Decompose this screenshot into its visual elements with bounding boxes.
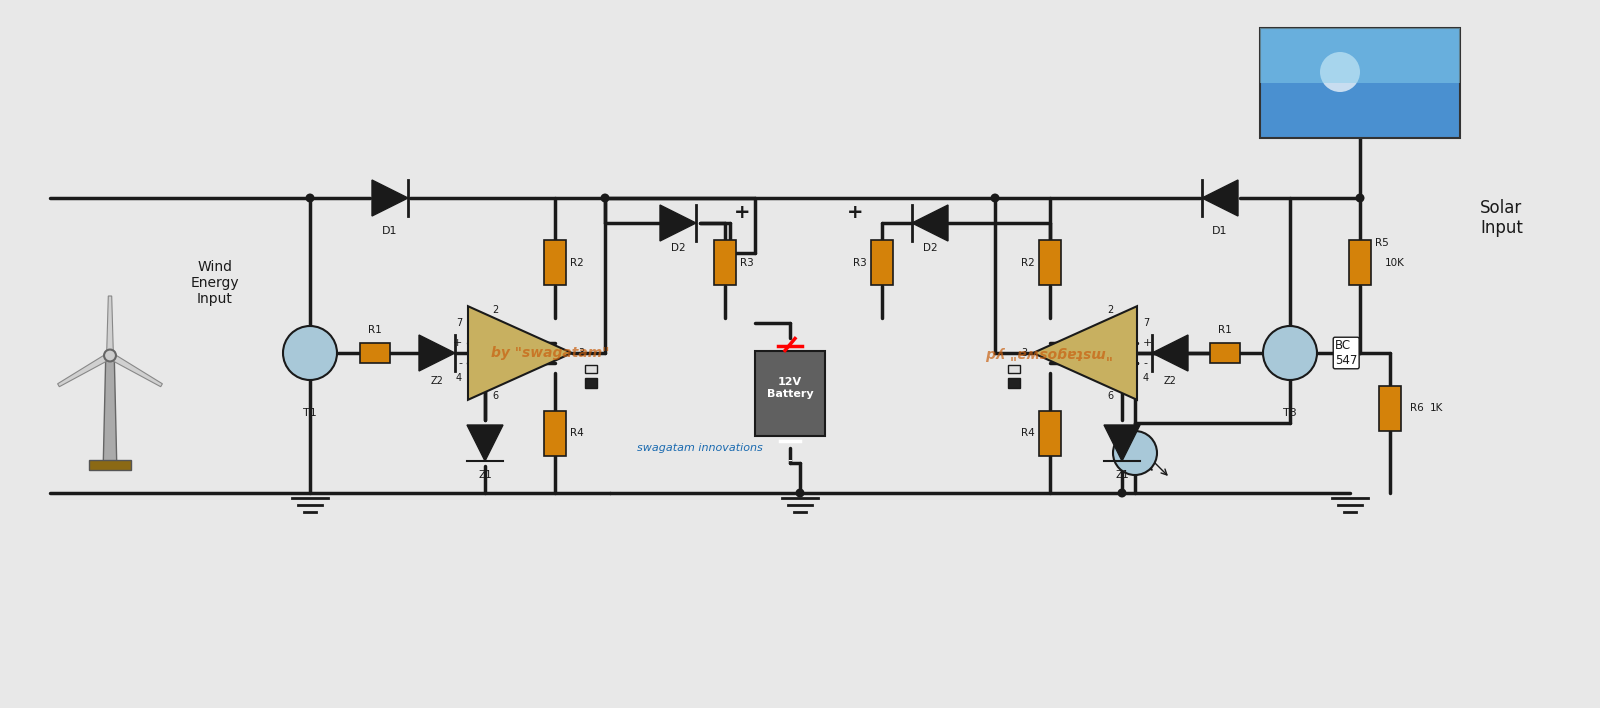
Polygon shape xyxy=(371,180,408,216)
Text: Z1: Z1 xyxy=(1115,470,1130,480)
Circle shape xyxy=(1262,326,1317,380)
Text: 6: 6 xyxy=(491,391,498,401)
Text: +: + xyxy=(1142,338,1152,348)
Text: R4: R4 xyxy=(570,428,584,438)
Text: R1: R1 xyxy=(368,325,382,335)
Text: 2: 2 xyxy=(1107,305,1114,315)
Bar xyxy=(1379,385,1402,430)
Bar xyxy=(586,365,597,373)
Bar xyxy=(1349,241,1371,285)
Circle shape xyxy=(1320,52,1360,92)
Polygon shape xyxy=(1104,425,1139,461)
Text: +: + xyxy=(453,338,462,348)
Text: R3: R3 xyxy=(739,258,754,268)
Text: R5: R5 xyxy=(1374,238,1389,248)
Text: "mstagoswa" yd: "mstagoswa" yd xyxy=(987,346,1114,360)
Text: by "swagatam": by "swagatam" xyxy=(491,346,610,360)
Text: 4: 4 xyxy=(456,373,462,383)
Bar xyxy=(714,241,736,285)
Text: Wind
Energy
Input: Wind Energy Input xyxy=(190,260,240,306)
Bar xyxy=(1261,28,1459,138)
Text: R2: R2 xyxy=(1021,258,1035,268)
Text: R4: R4 xyxy=(1021,428,1035,438)
Circle shape xyxy=(1117,489,1126,498)
Text: Z1: Z1 xyxy=(478,470,491,480)
Circle shape xyxy=(104,350,115,362)
Polygon shape xyxy=(661,205,696,241)
Bar xyxy=(870,241,893,285)
Text: D2: D2 xyxy=(670,243,685,253)
Text: D1: D1 xyxy=(1213,226,1227,236)
Text: D2: D2 xyxy=(923,243,938,253)
Bar xyxy=(88,460,131,470)
Circle shape xyxy=(990,193,1000,202)
Bar xyxy=(1008,365,1021,373)
Polygon shape xyxy=(419,335,454,371)
Text: 2: 2 xyxy=(491,305,498,315)
Bar xyxy=(1038,411,1061,455)
Text: R3: R3 xyxy=(853,258,867,268)
Circle shape xyxy=(306,193,315,202)
Text: 3: 3 xyxy=(578,348,584,358)
Bar xyxy=(360,343,390,363)
Polygon shape xyxy=(1152,335,1187,371)
Bar xyxy=(1038,241,1061,285)
Text: -: - xyxy=(458,358,462,368)
Bar xyxy=(586,378,597,388)
Text: R1: R1 xyxy=(1218,325,1232,335)
Text: -: - xyxy=(787,455,792,469)
Text: 7: 7 xyxy=(456,318,462,328)
Circle shape xyxy=(283,326,338,380)
Polygon shape xyxy=(58,353,112,387)
Text: 6: 6 xyxy=(1107,391,1114,401)
Circle shape xyxy=(600,193,610,202)
Bar xyxy=(544,241,566,285)
Text: R6: R6 xyxy=(1410,403,1424,413)
Text: BC
547: BC 547 xyxy=(1334,339,1357,367)
Text: Z2: Z2 xyxy=(1163,376,1176,386)
Text: D1: D1 xyxy=(382,226,398,236)
Text: +: + xyxy=(734,203,750,222)
Bar xyxy=(1261,28,1459,83)
Polygon shape xyxy=(1202,180,1238,216)
Text: swagatam innovations: swagatam innovations xyxy=(637,443,763,453)
Polygon shape xyxy=(467,306,573,400)
Polygon shape xyxy=(467,425,502,461)
Text: +: + xyxy=(846,203,864,222)
Text: 12V
Battery: 12V Battery xyxy=(766,377,813,399)
Text: Solar
Input: Solar Input xyxy=(1480,199,1523,237)
Circle shape xyxy=(1114,431,1157,475)
Polygon shape xyxy=(109,353,162,387)
Text: T3: T3 xyxy=(1283,408,1298,418)
Text: 10K: 10K xyxy=(1386,258,1405,268)
Text: 1K: 1K xyxy=(1430,403,1443,413)
Bar xyxy=(1210,343,1240,363)
Polygon shape xyxy=(1034,306,1138,400)
Text: 3: 3 xyxy=(1021,348,1027,358)
Text: 4: 4 xyxy=(1142,373,1149,383)
Circle shape xyxy=(795,489,805,498)
Text: -: - xyxy=(1142,358,1147,368)
Bar xyxy=(1008,378,1021,388)
Circle shape xyxy=(1355,193,1365,202)
Polygon shape xyxy=(107,296,114,355)
Text: R2: R2 xyxy=(570,258,584,268)
Bar xyxy=(544,411,566,455)
Text: Z2: Z2 xyxy=(430,376,443,386)
Text: 7: 7 xyxy=(1142,318,1149,328)
Text: T1: T1 xyxy=(302,408,317,418)
Bar xyxy=(755,350,826,435)
Polygon shape xyxy=(102,355,117,466)
Polygon shape xyxy=(912,205,947,241)
